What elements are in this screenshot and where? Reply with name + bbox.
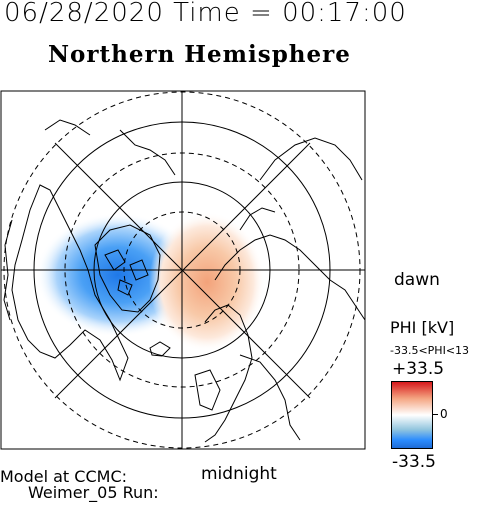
midnight-label: midnight bbox=[201, 464, 277, 484]
credit-line-1: Model at CCMC: bbox=[0, 467, 127, 486]
colorbar-zero-tick bbox=[433, 414, 438, 415]
polar-map-svg bbox=[0, 90, 366, 450]
colorbar-range-text: -33.5<PHI<13 bbox=[390, 345, 470, 356]
colorbar-max-label: +33.5 bbox=[392, 359, 445, 379]
dawn-label: dawn bbox=[394, 270, 440, 290]
header-date-time: 06/28/2020 Time = 00:17:00 bbox=[4, 0, 407, 28]
colorbar bbox=[391, 381, 433, 449]
meridian-diagonal-b bbox=[54, 142, 311, 399]
coastline-icon bbox=[3, 119, 365, 443]
polar-map bbox=[0, 90, 366, 450]
plot-title: Northern Hemisphere bbox=[48, 41, 351, 68]
credit-line-2: Weimer_05 Run: bbox=[28, 483, 159, 502]
positive-potential-cell bbox=[149, 212, 265, 352]
colorbar-zero-label: 0 bbox=[440, 407, 448, 421]
colorbar-min-label: -33.5 bbox=[392, 452, 436, 472]
colorbar-variable-label: PHI [kV] bbox=[390, 318, 455, 337]
